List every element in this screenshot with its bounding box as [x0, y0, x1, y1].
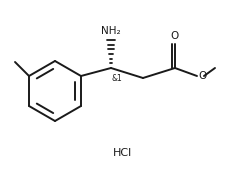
Text: &1: &1: [112, 74, 123, 83]
Text: HCl: HCl: [112, 148, 132, 158]
Text: NH₂: NH₂: [101, 26, 121, 36]
Text: O: O: [198, 71, 206, 81]
Text: O: O: [171, 31, 179, 41]
